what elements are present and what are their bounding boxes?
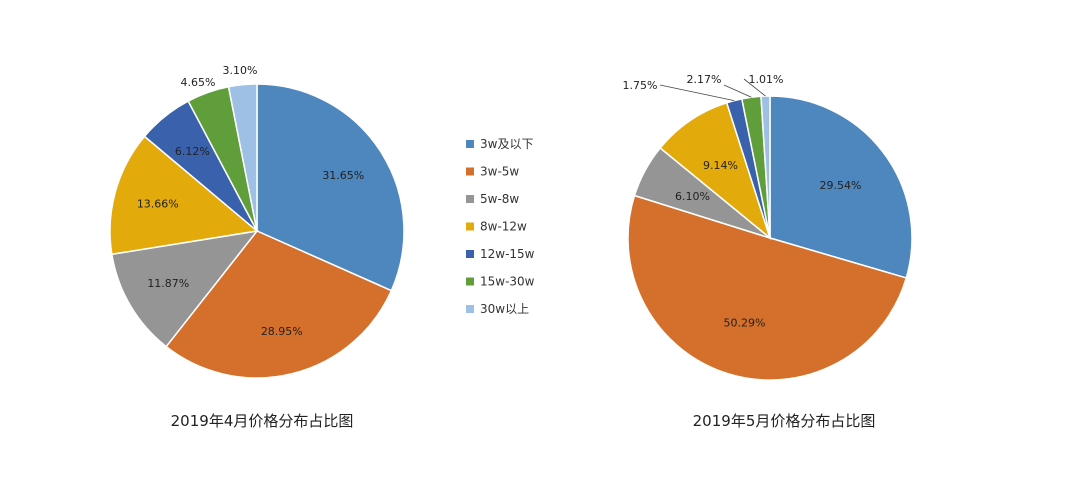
legend-label-3: 8w-12w [480,220,527,234]
legend-swatch-3 [466,222,474,231]
data-label-may-1: 50.29% [724,316,766,329]
legend-swatch-0 [466,140,474,148]
legend-swatch-1 [466,167,474,176]
data-label-april-1: 28.95% [261,325,303,338]
data-label-may-5: 2.17% [687,73,722,86]
pie-slice-april-2 [110,229,259,348]
pie-slice-may-1 [627,194,908,381]
legend-label-0: 3w及以下 [480,137,533,151]
data-label-april-3: 13.66% [137,198,179,211]
data-label-may-6: 1.01% [749,73,784,86]
legend-label-1: 3w-5w [480,165,519,179]
data-label-april-0: 31.65% [322,169,364,182]
legend-swatch-4 [466,250,474,258]
data-label-may-4: 1.75% [623,79,658,92]
legend-swatch-5 [466,277,474,286]
leader-line-may-6 [743,78,766,97]
pie-slice-april-0 [256,83,405,292]
pie-chart-april: 31.65% 28.95% 11.87% 13.66% 6.12% 4.65% 3.10% [109,64,405,379]
data-label-april-5: 4.65% [181,76,216,89]
legend-label-5: 15w-30w [480,275,535,289]
pie-slice-may-3 [659,101,772,241]
data-label-april-4: 6.12% [175,145,210,158]
pie-slice-may-0 [769,95,913,279]
legend-label-6: 30w以上 [480,302,529,316]
leader-line-may-4 [659,84,735,101]
legend-swatch-2 [466,195,474,203]
data-label-may-3: 9.14% [703,159,738,172]
legend-swatch-6 [466,305,474,313]
data-label-april-6: 3.10% [223,64,258,77]
chart-legend: 3w及以下 3w-5w 5w-8w 8w-12w 12w-15w 15w-30w 30w以上 [466,137,535,316]
pie-slice-april-3 [109,135,259,256]
legend-label-4: 12w-15w [480,247,535,261]
data-label-may-2: 6.10% [675,190,710,203]
data-label-april-2: 11.87% [147,277,189,290]
chart-title-may: 2019年5月价格分布占比图 [693,412,876,430]
leader-line-may-5 [723,84,752,98]
pie-slice-april-6 [227,83,258,232]
chart-title-april: 2019年4月价格分布占比图 [171,412,354,430]
pie-chart-may: 29.54% 50.29% 6.10% 9.14% 1.75% 2.17% 1.01% [623,73,913,381]
pie-slice-april-1 [165,230,393,379]
legend-label-2: 5w-8w [480,192,519,206]
data-label-may-0: 29.54% [820,179,862,192]
